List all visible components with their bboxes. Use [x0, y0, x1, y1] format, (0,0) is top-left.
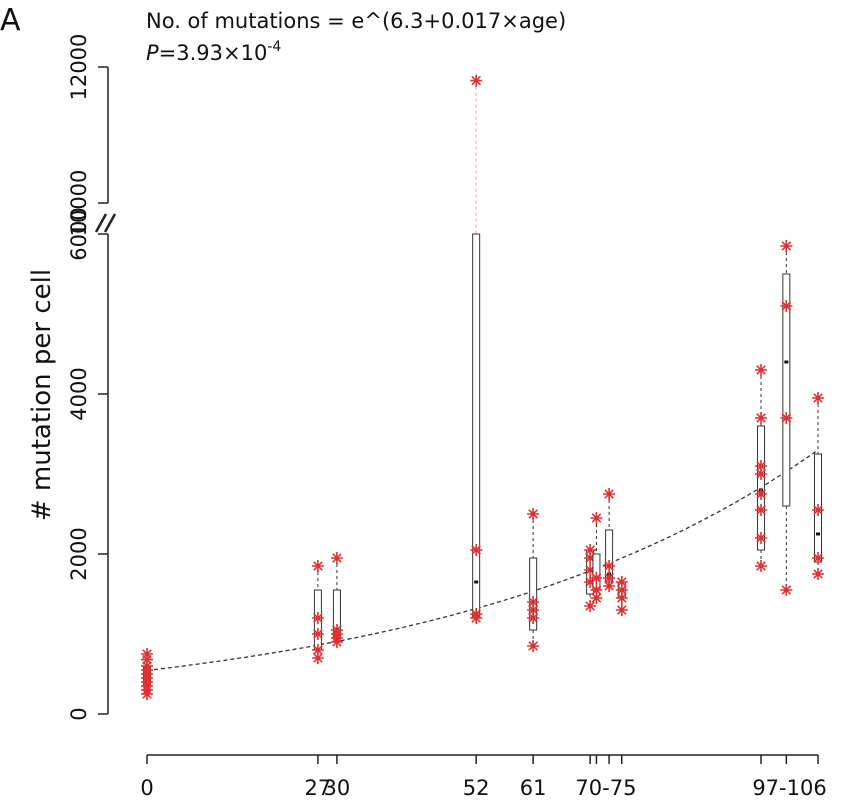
data-point: [470, 608, 483, 620]
data-point: [755, 504, 767, 516]
data-point: [590, 592, 603, 604]
data-point: [755, 364, 767, 376]
box-group: [812, 392, 824, 580]
p-value-number: =3.93×10: [159, 41, 268, 65]
y-axis-title: # mutation per cell: [27, 269, 57, 521]
data-point: [755, 412, 767, 424]
data-point: [584, 600, 597, 612]
data-point: [527, 596, 540, 608]
data-point: [527, 640, 540, 652]
data-point: [780, 584, 793, 596]
y-tick-label: 4000: [67, 367, 91, 420]
y-tick-label: 0: [67, 707, 91, 720]
data-point: [470, 544, 483, 556]
box-group: [470, 74, 483, 624]
panel-letter: A: [0, 3, 21, 38]
median-mark: [784, 360, 789, 364]
p-value: P=3.93×10-4: [146, 39, 281, 65]
box: [529, 557, 538, 631]
data-point: [590, 512, 603, 524]
box-group: [755, 364, 767, 572]
x-tick-label: 97-106: [752, 776, 826, 800]
p-value-exponent: -4: [267, 39, 281, 55]
data-point: [755, 560, 767, 572]
x-tick-label: 70-75: [575, 776, 636, 800]
box-group: [330, 552, 343, 648]
x-tick-label: 0: [140, 776, 153, 800]
data-point: [812, 552, 824, 564]
data-point: [812, 568, 824, 580]
data-point: [603, 572, 616, 584]
data-point: [584, 544, 597, 556]
data-point: [527, 612, 540, 624]
y-tick-label: 2000: [67, 527, 91, 580]
x-tick-label: 30: [324, 776, 351, 800]
box-group: [141, 648, 153, 700]
data-point: [311, 652, 324, 664]
box: [782, 273, 791, 507]
box-group: [603, 488, 616, 592]
data-point: [615, 592, 628, 604]
data-point: [615, 604, 628, 616]
data-point: [141, 660, 153, 672]
data-point: [615, 584, 628, 596]
x-tick-label: 61: [520, 776, 547, 800]
data-point: [527, 604, 540, 616]
box-group: [590, 512, 603, 604]
axis-break-mark: [94, 213, 108, 233]
data-point: [470, 74, 483, 87]
data-point: [311, 612, 324, 624]
data-point: [755, 468, 767, 480]
y-tick-label: 12000: [67, 34, 91, 101]
p-symbol: P: [146, 41, 159, 65]
data-point: [584, 552, 597, 564]
data-point: [755, 488, 767, 500]
data-point: [584, 564, 597, 576]
median-mark: [816, 532, 820, 536]
data-point: [584, 576, 597, 588]
data-point: [780, 240, 793, 252]
data-point: [812, 392, 824, 404]
fit-curve: [146, 449, 819, 672]
y-tick-label: 6000: [67, 207, 91, 260]
data-point: [590, 584, 603, 596]
data-point: [603, 488, 616, 500]
data-point: [780, 300, 793, 312]
data-point: [330, 624, 343, 636]
data-point: [590, 572, 603, 584]
data-point: [527, 508, 540, 520]
data-point: [311, 644, 324, 656]
median-mark: [474, 580, 479, 584]
data-point: [311, 628, 324, 640]
box-group: [780, 240, 793, 596]
box-group: [584, 544, 597, 612]
data-point: [311, 560, 324, 572]
data-point: [812, 504, 824, 516]
fit-equation: No. of mutations = e^(6.3+0.017×age): [146, 9, 566, 33]
box: [472, 233, 481, 619]
data-point: [755, 532, 767, 544]
x-tick-label: 52: [463, 776, 490, 800]
data-point: [603, 560, 616, 572]
x-tick-label: 27: [305, 776, 332, 800]
box-group: [615, 576, 628, 616]
box-group: [527, 508, 540, 652]
data-point: [141, 648, 153, 660]
box-group: [311, 560, 324, 664]
y-tick-label: 10000: [67, 170, 91, 237]
data-point: [330, 552, 343, 564]
data-point: [780, 412, 793, 424]
axis-break-mark: [103, 213, 117, 233]
data-point: [603, 580, 616, 592]
data-point: [615, 576, 628, 588]
data-point: [755, 460, 767, 472]
